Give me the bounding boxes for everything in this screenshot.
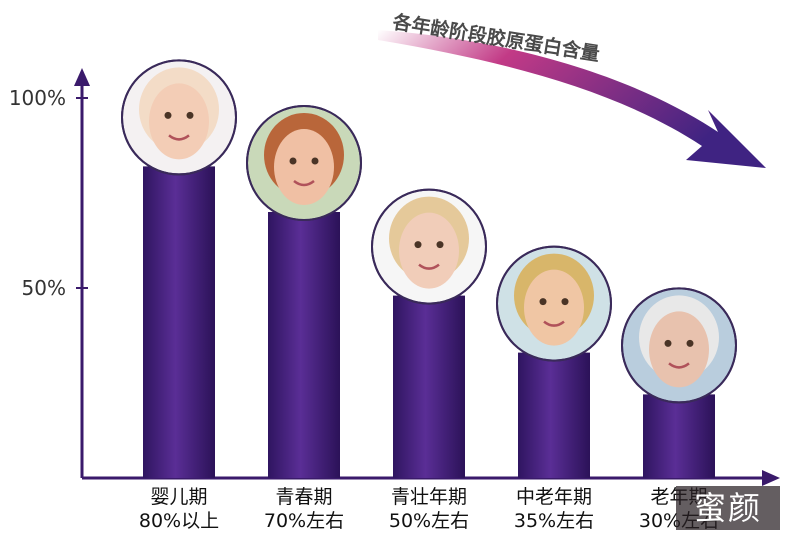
bar-1 [143, 166, 215, 478]
trend-arrow [378, 30, 766, 168]
bar-2 [268, 212, 340, 478]
x-category-sublabel: 50%左右 [389, 510, 469, 532]
bar-3 [393, 295, 465, 478]
young-adult-portrait [371, 188, 487, 305]
x-category-sublabel: 35%左右 [514, 510, 594, 532]
baby-portrait [121, 59, 237, 176]
bar-4 [518, 352, 590, 478]
x-category-label: 青壮年期 [391, 486, 467, 508]
x-category-label: 青春期 [275, 486, 332, 508]
elderly-portrait [621, 287, 737, 404]
bar-5 [643, 394, 715, 478]
x-category-sublabel: 70%左右 [264, 510, 344, 532]
y-tick-label: 100% [9, 86, 66, 110]
x-category-label: 中老年期 [516, 486, 592, 508]
y-tick-label: 50% [22, 276, 66, 300]
x-category-sublabel: 80%以上 [139, 510, 219, 532]
teen-portrait [246, 105, 362, 221]
middle-aged-portrait [496, 245, 612, 362]
y-axis [74, 68, 90, 478]
watermark: 蜜颜 [676, 486, 780, 530]
x-category-label: 婴儿期 [150, 486, 207, 508]
